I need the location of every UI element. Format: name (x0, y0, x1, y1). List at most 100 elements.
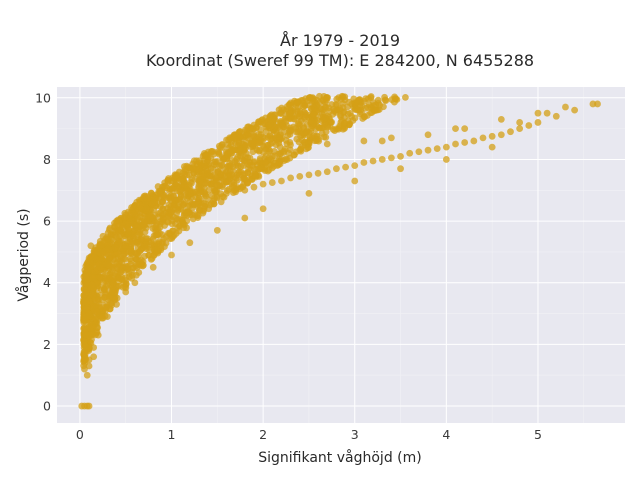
x-axis-label: Signifikant våghöjd (m) (258, 449, 421, 466)
data-point (109, 287, 117, 294)
data-point (323, 140, 331, 148)
data-point (137, 222, 144, 230)
data-point (100, 279, 107, 287)
x-tick-label: 0 (76, 427, 84, 442)
data-point (424, 146, 432, 154)
y-tick-label: 4 (43, 275, 51, 290)
data-point (218, 162, 226, 170)
data-point (179, 169, 187, 176)
data-point (165, 201, 173, 209)
data-point (98, 255, 105, 263)
data-point (122, 274, 129, 282)
data-point (333, 165, 340, 173)
x-tick-label: 1 (168, 427, 176, 442)
data-point (207, 164, 215, 172)
data-point (265, 148, 273, 156)
data-point (134, 215, 141, 223)
data-point (298, 131, 306, 139)
data-point (122, 220, 130, 228)
data-point (111, 244, 119, 252)
data-point (190, 157, 198, 165)
data-point (259, 205, 267, 213)
data-point (191, 201, 199, 208)
data-point (281, 115, 289, 123)
data-point (173, 209, 181, 217)
data-point (186, 239, 194, 247)
data-point (179, 220, 187, 228)
data-point (159, 215, 167, 222)
data-point (305, 171, 313, 179)
data-point (290, 112, 298, 120)
data-point (105, 245, 113, 253)
data-point (86, 255, 94, 263)
data-point (351, 162, 359, 170)
data-point (276, 119, 284, 127)
data-point (273, 130, 281, 138)
data-point (307, 117, 315, 125)
data-point (552, 112, 560, 120)
data-point (442, 143, 450, 151)
data-point (125, 231, 132, 238)
data-point (139, 258, 147, 266)
data-point (397, 152, 404, 160)
data-point (122, 262, 130, 270)
data-point (452, 140, 459, 148)
data-point (80, 273, 88, 281)
data-point (267, 120, 274, 128)
data-point (534, 109, 542, 117)
data-point (301, 115, 309, 123)
data-point (207, 154, 215, 162)
data-point (93, 285, 101, 292)
data-point (346, 120, 354, 128)
data-point (331, 107, 338, 115)
data-point (113, 294, 121, 302)
data-point (282, 136, 290, 144)
data-point (166, 235, 174, 242)
data-point (369, 157, 377, 165)
data-point (149, 263, 157, 271)
data-point (367, 93, 375, 100)
data-point (387, 154, 395, 162)
data-point (406, 149, 414, 157)
data-point (219, 193, 227, 200)
data-point (297, 147, 305, 155)
data-point (93, 324, 101, 332)
data-point (255, 147, 263, 155)
data-point (287, 141, 294, 149)
data-point (295, 119, 303, 127)
data-point (391, 98, 398, 106)
data-point (80, 338, 88, 345)
data-point (230, 181, 238, 189)
data-point (213, 194, 221, 202)
data-point (225, 136, 232, 144)
data-point (287, 126, 295, 134)
data-point (351, 100, 359, 108)
data-point (282, 155, 289, 163)
data-point (93, 308, 101, 316)
data-point (255, 165, 263, 173)
data-point (108, 236, 115, 243)
data-point (217, 198, 225, 206)
data-point (81, 356, 88, 364)
data-point (305, 94, 313, 102)
data-point (424, 131, 432, 139)
data-point (351, 177, 359, 185)
data-point (126, 255, 134, 263)
data-point (188, 179, 195, 187)
data-point (278, 104, 286, 112)
data-point (313, 101, 321, 109)
data-point (202, 151, 210, 158)
data-point (293, 99, 301, 107)
x-tick-label: 4 (442, 427, 450, 442)
data-point (202, 165, 210, 173)
data-point (310, 111, 318, 118)
data-point (195, 157, 203, 165)
data-point (140, 217, 148, 225)
data-point (516, 119, 524, 126)
data-point (119, 283, 127, 291)
data-point (89, 274, 97, 282)
data-point (295, 138, 303, 146)
data-point (287, 101, 294, 109)
data-point (360, 159, 368, 166)
